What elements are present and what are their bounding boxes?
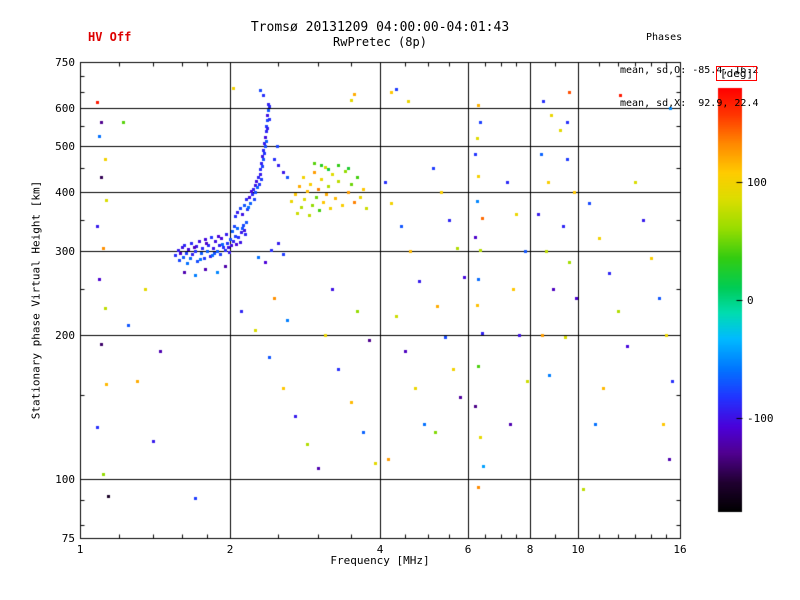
y-tick-label-200: 200 xyxy=(55,329,75,342)
phase-stats-heading: Phases xyxy=(646,32,683,43)
x-tick-label-16: 16 xyxy=(673,543,687,556)
y-tick-label-400: 400 xyxy=(55,186,75,199)
x-tick-label-8: 8 xyxy=(526,543,534,556)
y-tick-label-750: 750 xyxy=(55,56,75,69)
x-tick-label-4: 4 xyxy=(376,543,384,556)
phase-stats-o-mode: mean, sd,O: -85.4, 16.2 xyxy=(620,65,759,76)
colorbar-tick-label-0: 0 xyxy=(747,294,754,307)
y-tick-label-75: 75 xyxy=(61,532,75,545)
page-title: Tromsø 20131209 04:00:00-04:01:43 xyxy=(250,20,510,35)
x-axis-label: Frequency [MHz] xyxy=(330,554,430,567)
phase-stats-block: Phases mean, sd,O: -85.4, 16.2 mean, sd,… xyxy=(620,10,795,120)
x-tick-label-10: 10 xyxy=(571,543,585,556)
colorbar-tick-label-100: 100 xyxy=(747,176,767,189)
y-tick-label-600: 600 xyxy=(55,102,75,115)
colorbar-unit-label: [deg] xyxy=(716,66,758,81)
x-tick-label-2: 2 xyxy=(226,543,234,556)
hv-off-status: HV Off xyxy=(88,30,132,44)
y-axis-label: Stationary phase Virtual Height [km] xyxy=(29,180,43,420)
colorbar-tick-label--100: -100 xyxy=(747,412,774,425)
phase-stats-x-mode: mean, sd,X: 92.9, 22.4 xyxy=(620,98,759,109)
y-tick-label-300: 300 xyxy=(55,245,75,258)
x-tick-label-6: 6 xyxy=(464,543,472,556)
x-tick-label-1: 1 xyxy=(76,543,84,556)
y-tick-label-100: 100 xyxy=(55,473,75,486)
y-tick-label-500: 500 xyxy=(55,140,75,153)
plot-subtitle: RwPretec (8p) xyxy=(333,35,427,49)
